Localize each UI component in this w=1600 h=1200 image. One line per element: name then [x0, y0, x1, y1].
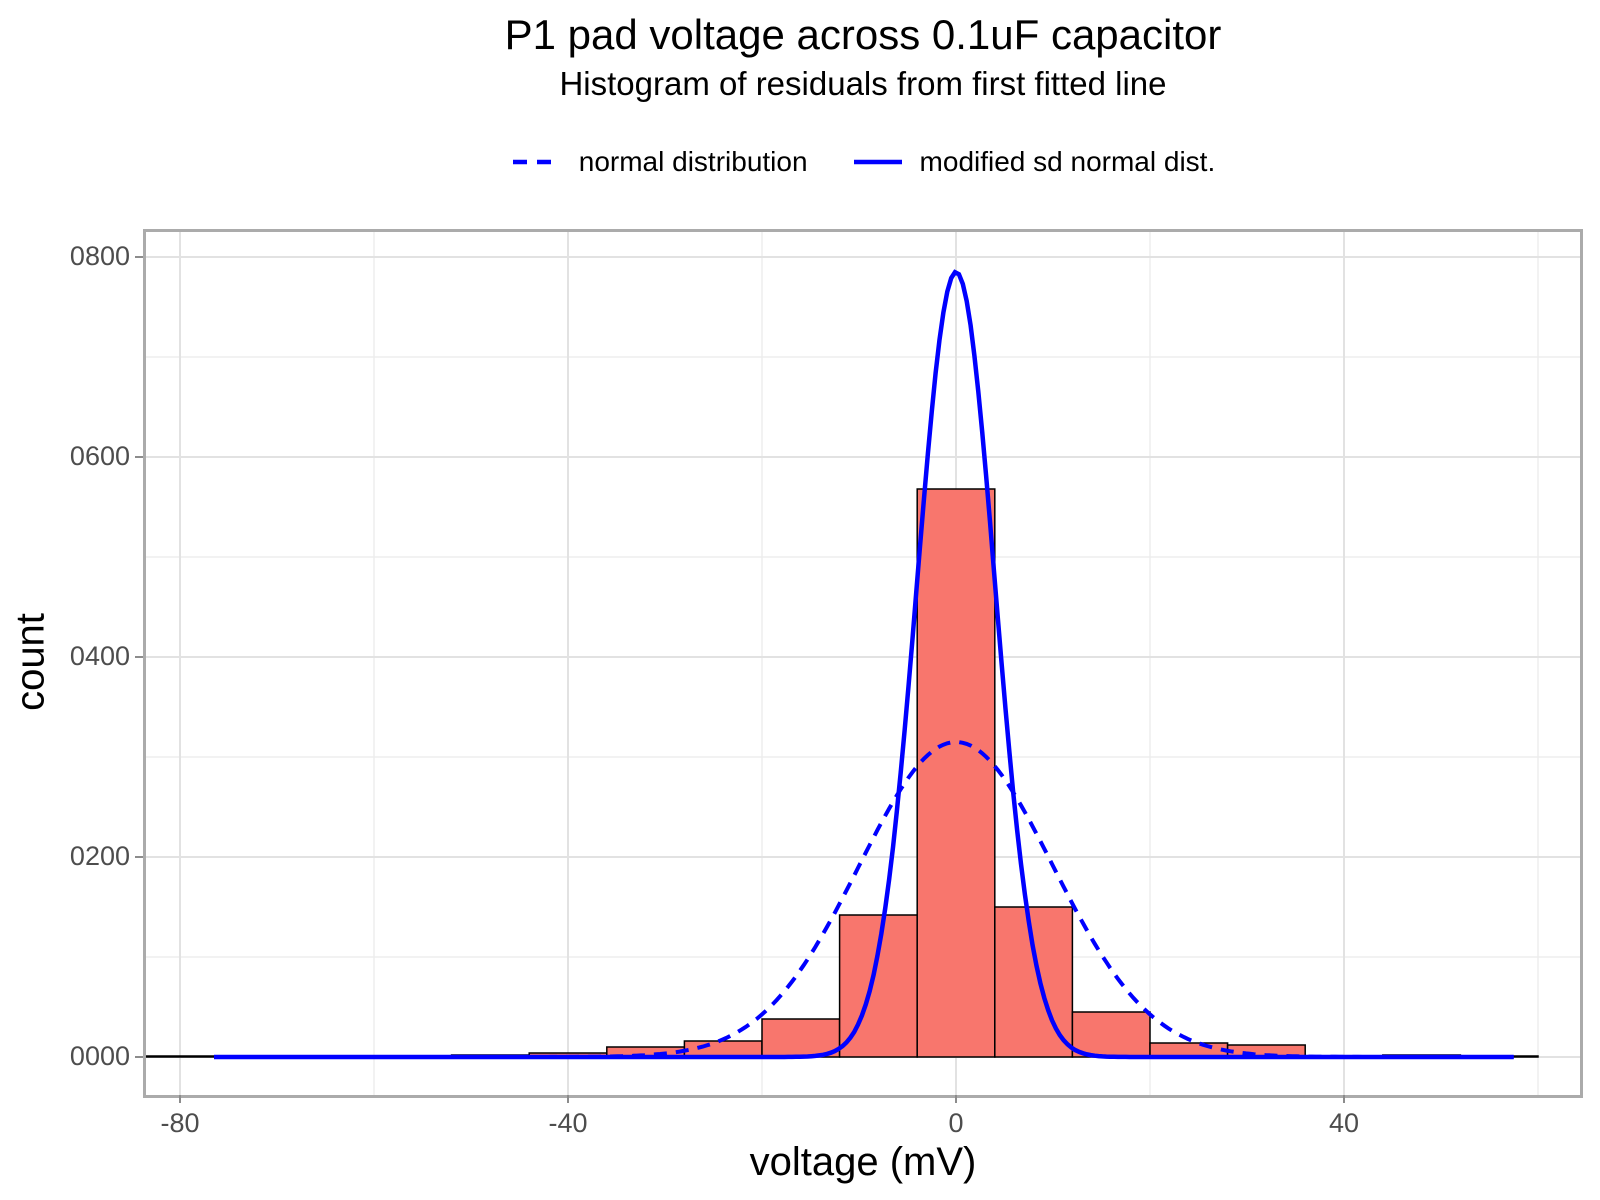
histogram-bar — [1071, 1011, 1151, 1058]
modified-sd-normal-curve — [214, 269, 1514, 1060]
y-tick-mark — [135, 1056, 143, 1058]
y-tick-mark — [135, 656, 143, 658]
x-tick-mark — [955, 1095, 957, 1103]
y-tick-mark — [135, 256, 143, 258]
histogram-plot — [146, 232, 1580, 1095]
y-tick-label: 0200 — [69, 841, 130, 871]
plot-panel — [143, 229, 1583, 1098]
x-tick-label: 0 — [948, 1108, 964, 1138]
histogram-bar — [683, 1040, 763, 1058]
legend-label: normal distribution — [578, 146, 808, 177]
solid-line-key-icon — [853, 159, 902, 165]
legend-entry-modified-sd-normal-dist: modified sd normal dist. — [852, 146, 1216, 178]
y-tick-label: 0400 — [69, 641, 130, 671]
y-tick-label: 0800 — [69, 241, 130, 271]
y-tick-label: 0000 — [69, 1041, 130, 1071]
x-axis-title: voltage (mV) — [749, 1140, 977, 1184]
x-tick-mark — [179, 1095, 181, 1103]
legend: normal distribution modified sd normal d… — [143, 140, 1583, 184]
chart-subtitle: Histogram of residuals from first fitted… — [559, 65, 1167, 102]
x-tick-mark — [567, 1095, 569, 1103]
x-tick-label: -80 — [160, 1108, 200, 1138]
chart-title: P1 pad voltage across 0.1uF capacitor — [504, 11, 1222, 58]
histogram-bar — [146, 1055, 220, 1058]
y-tick-mark — [135, 456, 143, 458]
x-tick-label: -40 — [548, 1108, 588, 1138]
y-tick-label: 0600 — [69, 441, 130, 471]
legend-label: modified sd normal dist. — [919, 146, 1216, 177]
x-tick-mark — [1343, 1095, 1345, 1103]
histogram-bar — [916, 488, 996, 1058]
legend-entry-normal-distribution: normal distribution — [511, 146, 808, 178]
x-tick-label: 40 — [1328, 1108, 1360, 1138]
y-tick-mark — [135, 856, 143, 858]
dashed-line-key-icon — [512, 159, 561, 165]
histogram-bar — [761, 1018, 841, 1058]
